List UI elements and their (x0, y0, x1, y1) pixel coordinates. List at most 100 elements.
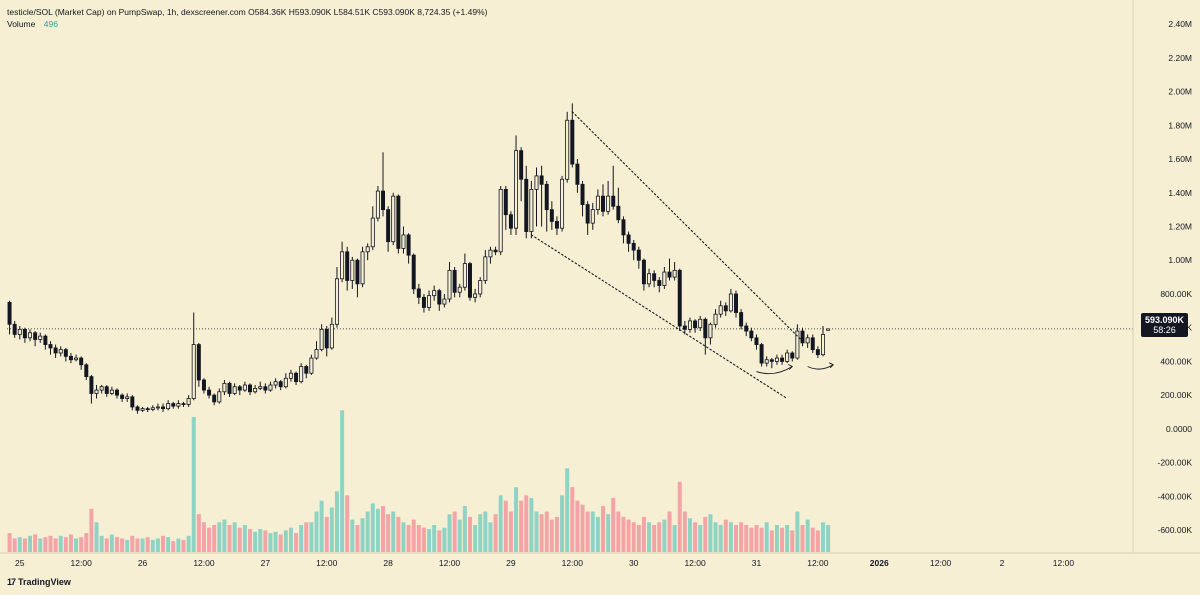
candle-body-down (237, 386, 242, 391)
candle-body-down (769, 359, 774, 362)
candle (58, 346, 63, 357)
candle (452, 266, 457, 298)
candle-body-up (595, 195, 600, 211)
candle (493, 246, 498, 256)
volume-bar (759, 527, 764, 552)
candle-body-up (258, 386, 263, 389)
candle (99, 385, 104, 394)
volume-bar (253, 531, 258, 552)
candle (652, 270, 657, 288)
volume-bar (595, 516, 600, 552)
volume-bar (549, 519, 554, 552)
candle-body-up (662, 271, 667, 286)
candle (120, 393, 125, 402)
candle-body-down (437, 290, 442, 305)
tradingview-brand[interactable]: 17 TradingView (7, 577, 71, 587)
candle-body-down (815, 349, 820, 356)
candle-body-up (58, 349, 63, 354)
price-tick-label: 1.00M (1168, 255, 1192, 265)
price-tick-label: 400.00K (1160, 356, 1192, 366)
candle-body-down (636, 249, 641, 261)
candle (800, 327, 805, 347)
candle (33, 331, 38, 347)
candle-body-down (549, 209, 554, 222)
volume-bar (647, 522, 652, 552)
volume-bar (176, 538, 181, 552)
time-tick-label: 12:00 (930, 558, 952, 568)
candle-body-up (283, 377, 288, 388)
candle (38, 332, 43, 343)
volume-bar (672, 525, 677, 552)
candle (780, 354, 785, 365)
candle-body-down (749, 330, 754, 339)
candle-body-up (442, 298, 447, 305)
candle (242, 381, 247, 392)
candle (442, 293, 447, 308)
candle-body-up (432, 290, 437, 297)
volume-bar (457, 519, 462, 552)
candle-body-up (314, 349, 319, 359)
candle-body-up (805, 337, 810, 344)
time-tick-label: 25 (15, 558, 25, 568)
volume-bar (114, 537, 119, 552)
candle-body-down (554, 221, 559, 229)
candle-body-up (360, 251, 365, 285)
volume-bar (324, 516, 329, 552)
time-tick-label: 31 (752, 558, 762, 568)
time-axis[interactable]: 25 12:00 26 12:00 27 12:00 28 12:00 29 12:00 30 12:… (15, 558, 1074, 568)
candle-body-up (483, 256, 488, 281)
candle (565, 111, 570, 183)
curved-arrow[interactable] (756, 366, 793, 375)
volume-bar (682, 511, 687, 552)
candle (217, 388, 222, 404)
candle-body-up (140, 408, 145, 411)
candle (774, 354, 779, 365)
candle-body-up (534, 175, 539, 190)
candle-body-down (611, 195, 616, 207)
candle (601, 184, 605, 217)
price-tick-label: -600.00K (1158, 525, 1193, 535)
candle (263, 383, 268, 394)
volume-bar (600, 506, 605, 552)
candle-body-down (248, 384, 252, 393)
candle (447, 261, 452, 303)
volume-bar (386, 514, 391, 552)
volume-bar (483, 511, 488, 552)
volume-bar (283, 530, 288, 552)
candle (534, 167, 539, 227)
candle-body-down (345, 251, 350, 281)
candle (590, 202, 595, 230)
volume-bar (503, 500, 508, 552)
candle (232, 383, 237, 396)
volume-bar (575, 500, 580, 552)
candle (718, 300, 723, 318)
candle (145, 406, 150, 413)
candle (212, 393, 217, 406)
candle-body-up (560, 178, 565, 229)
volume-bar (370, 503, 375, 552)
candle (723, 302, 728, 316)
candle (769, 358, 774, 369)
candle-body-down (161, 406, 166, 410)
curved-arrow[interactable] (807, 364, 834, 370)
volume-bar (375, 508, 380, 552)
candle-body-down (304, 366, 309, 374)
candle (130, 395, 135, 411)
candle-body-up (687, 320, 692, 330)
volume-bar (104, 538, 109, 552)
candle-body-up (99, 386, 104, 391)
candle (734, 290, 738, 318)
candle (457, 283, 462, 298)
volume-bar (662, 519, 667, 552)
candle (473, 288, 478, 303)
volume-bar (74, 538, 79, 552)
candle-body-down (677, 269, 682, 327)
wedge-lower-trendline[interactable] (530, 234, 788, 400)
volume-bar (780, 527, 785, 552)
candle-body-down (294, 372, 299, 383)
candle (309, 354, 314, 375)
volume-bar (248, 529, 253, 552)
candle (677, 268, 682, 332)
candle-body-up (473, 293, 478, 298)
